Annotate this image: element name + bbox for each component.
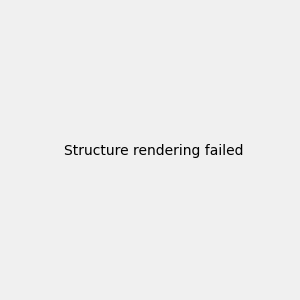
Text: Structure rendering failed: Structure rendering failed <box>64 145 244 158</box>
